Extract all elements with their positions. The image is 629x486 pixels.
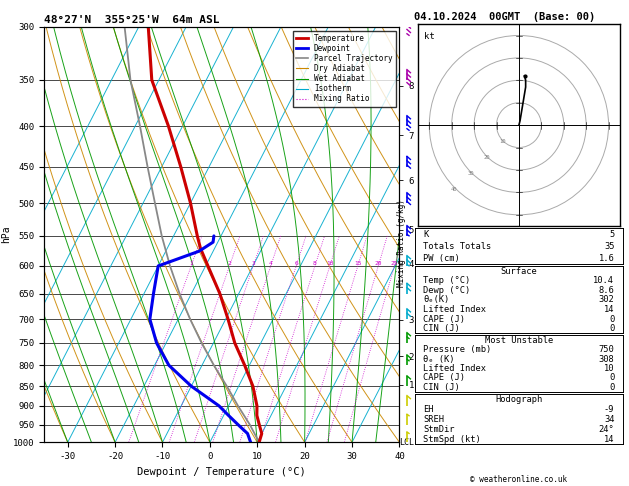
Text: 25: 25 <box>391 261 398 266</box>
Text: CAPE (J): CAPE (J) <box>423 314 465 324</box>
Text: 4: 4 <box>269 261 272 266</box>
Text: 8: 8 <box>313 261 317 266</box>
Text: 1.6: 1.6 <box>599 254 615 263</box>
Text: 1: 1 <box>189 261 193 266</box>
Text: 0: 0 <box>609 373 615 382</box>
Text: 20: 20 <box>484 155 490 160</box>
Text: 2: 2 <box>228 261 231 266</box>
Text: 34: 34 <box>604 415 615 424</box>
Text: CIN (J): CIN (J) <box>423 383 460 392</box>
Text: K: K <box>423 230 429 240</box>
Text: © weatheronline.co.uk: © weatheronline.co.uk <box>470 474 567 484</box>
Text: Most Unstable: Most Unstable <box>485 335 553 345</box>
Text: Pressure (mb): Pressure (mb) <box>423 345 492 354</box>
Text: LCL: LCL <box>399 438 415 447</box>
Text: θₑ (K): θₑ (K) <box>423 354 455 364</box>
Text: 6: 6 <box>294 261 298 266</box>
Y-axis label: hPa: hPa <box>1 226 11 243</box>
Text: Surface: Surface <box>501 267 537 276</box>
Text: 15: 15 <box>354 261 362 266</box>
Text: 302: 302 <box>599 295 615 304</box>
Text: kt: kt <box>424 33 435 41</box>
Text: Totals Totals: Totals Totals <box>423 242 492 251</box>
Text: 40: 40 <box>451 187 458 192</box>
Text: 10: 10 <box>604 364 615 373</box>
Text: CAPE (J): CAPE (J) <box>423 373 465 382</box>
Legend: Temperature, Dewpoint, Parcel Trajectory, Dry Adiabat, Wet Adiabat, Isotherm, Mi: Temperature, Dewpoint, Parcel Trajectory… <box>292 31 396 106</box>
Text: θₑ(K): θₑ(K) <box>423 295 450 304</box>
Text: 14: 14 <box>604 434 615 444</box>
Text: EH: EH <box>423 405 434 414</box>
Text: 48°27'N  355°25'W  64m ASL: 48°27'N 355°25'W 64m ASL <box>44 15 220 25</box>
Text: 10.4: 10.4 <box>593 276 615 285</box>
Text: 30: 30 <box>467 171 474 176</box>
Text: 8.6: 8.6 <box>599 286 615 295</box>
Text: 35: 35 <box>604 242 615 251</box>
Text: 0: 0 <box>609 324 615 333</box>
Text: 5: 5 <box>609 230 615 240</box>
Text: 20: 20 <box>374 261 382 266</box>
Text: 14: 14 <box>604 305 615 314</box>
Text: 10: 10 <box>499 139 506 144</box>
Text: 24°: 24° <box>599 425 615 434</box>
Text: Mixing Ratio (g/kg): Mixing Ratio (g/kg) <box>397 199 406 287</box>
Text: 04.10.2024  00GMT  (Base: 00): 04.10.2024 00GMT (Base: 00) <box>414 12 595 22</box>
Text: StmSpd (kt): StmSpd (kt) <box>423 434 481 444</box>
Text: Dewp (°C): Dewp (°C) <box>423 286 470 295</box>
Text: 0: 0 <box>609 314 615 324</box>
Text: PW (cm): PW (cm) <box>423 254 460 263</box>
Y-axis label: km
ASL: km ASL <box>425 235 442 254</box>
Text: -9: -9 <box>604 405 615 414</box>
Text: 750: 750 <box>599 345 615 354</box>
Text: 3: 3 <box>252 261 255 266</box>
Text: Lifted Index: Lifted Index <box>423 364 486 373</box>
Text: Temp (°C): Temp (°C) <box>423 276 470 285</box>
Text: Hodograph: Hodograph <box>495 395 543 404</box>
Text: 308: 308 <box>599 354 615 364</box>
Text: 0: 0 <box>609 383 615 392</box>
Text: CIN (J): CIN (J) <box>423 324 460 333</box>
Text: SREH: SREH <box>423 415 445 424</box>
Text: StmDir: StmDir <box>423 425 455 434</box>
Text: Lifted Index: Lifted Index <box>423 305 486 314</box>
X-axis label: Dewpoint / Temperature (°C): Dewpoint / Temperature (°C) <box>137 467 306 477</box>
Text: 10: 10 <box>326 261 333 266</box>
